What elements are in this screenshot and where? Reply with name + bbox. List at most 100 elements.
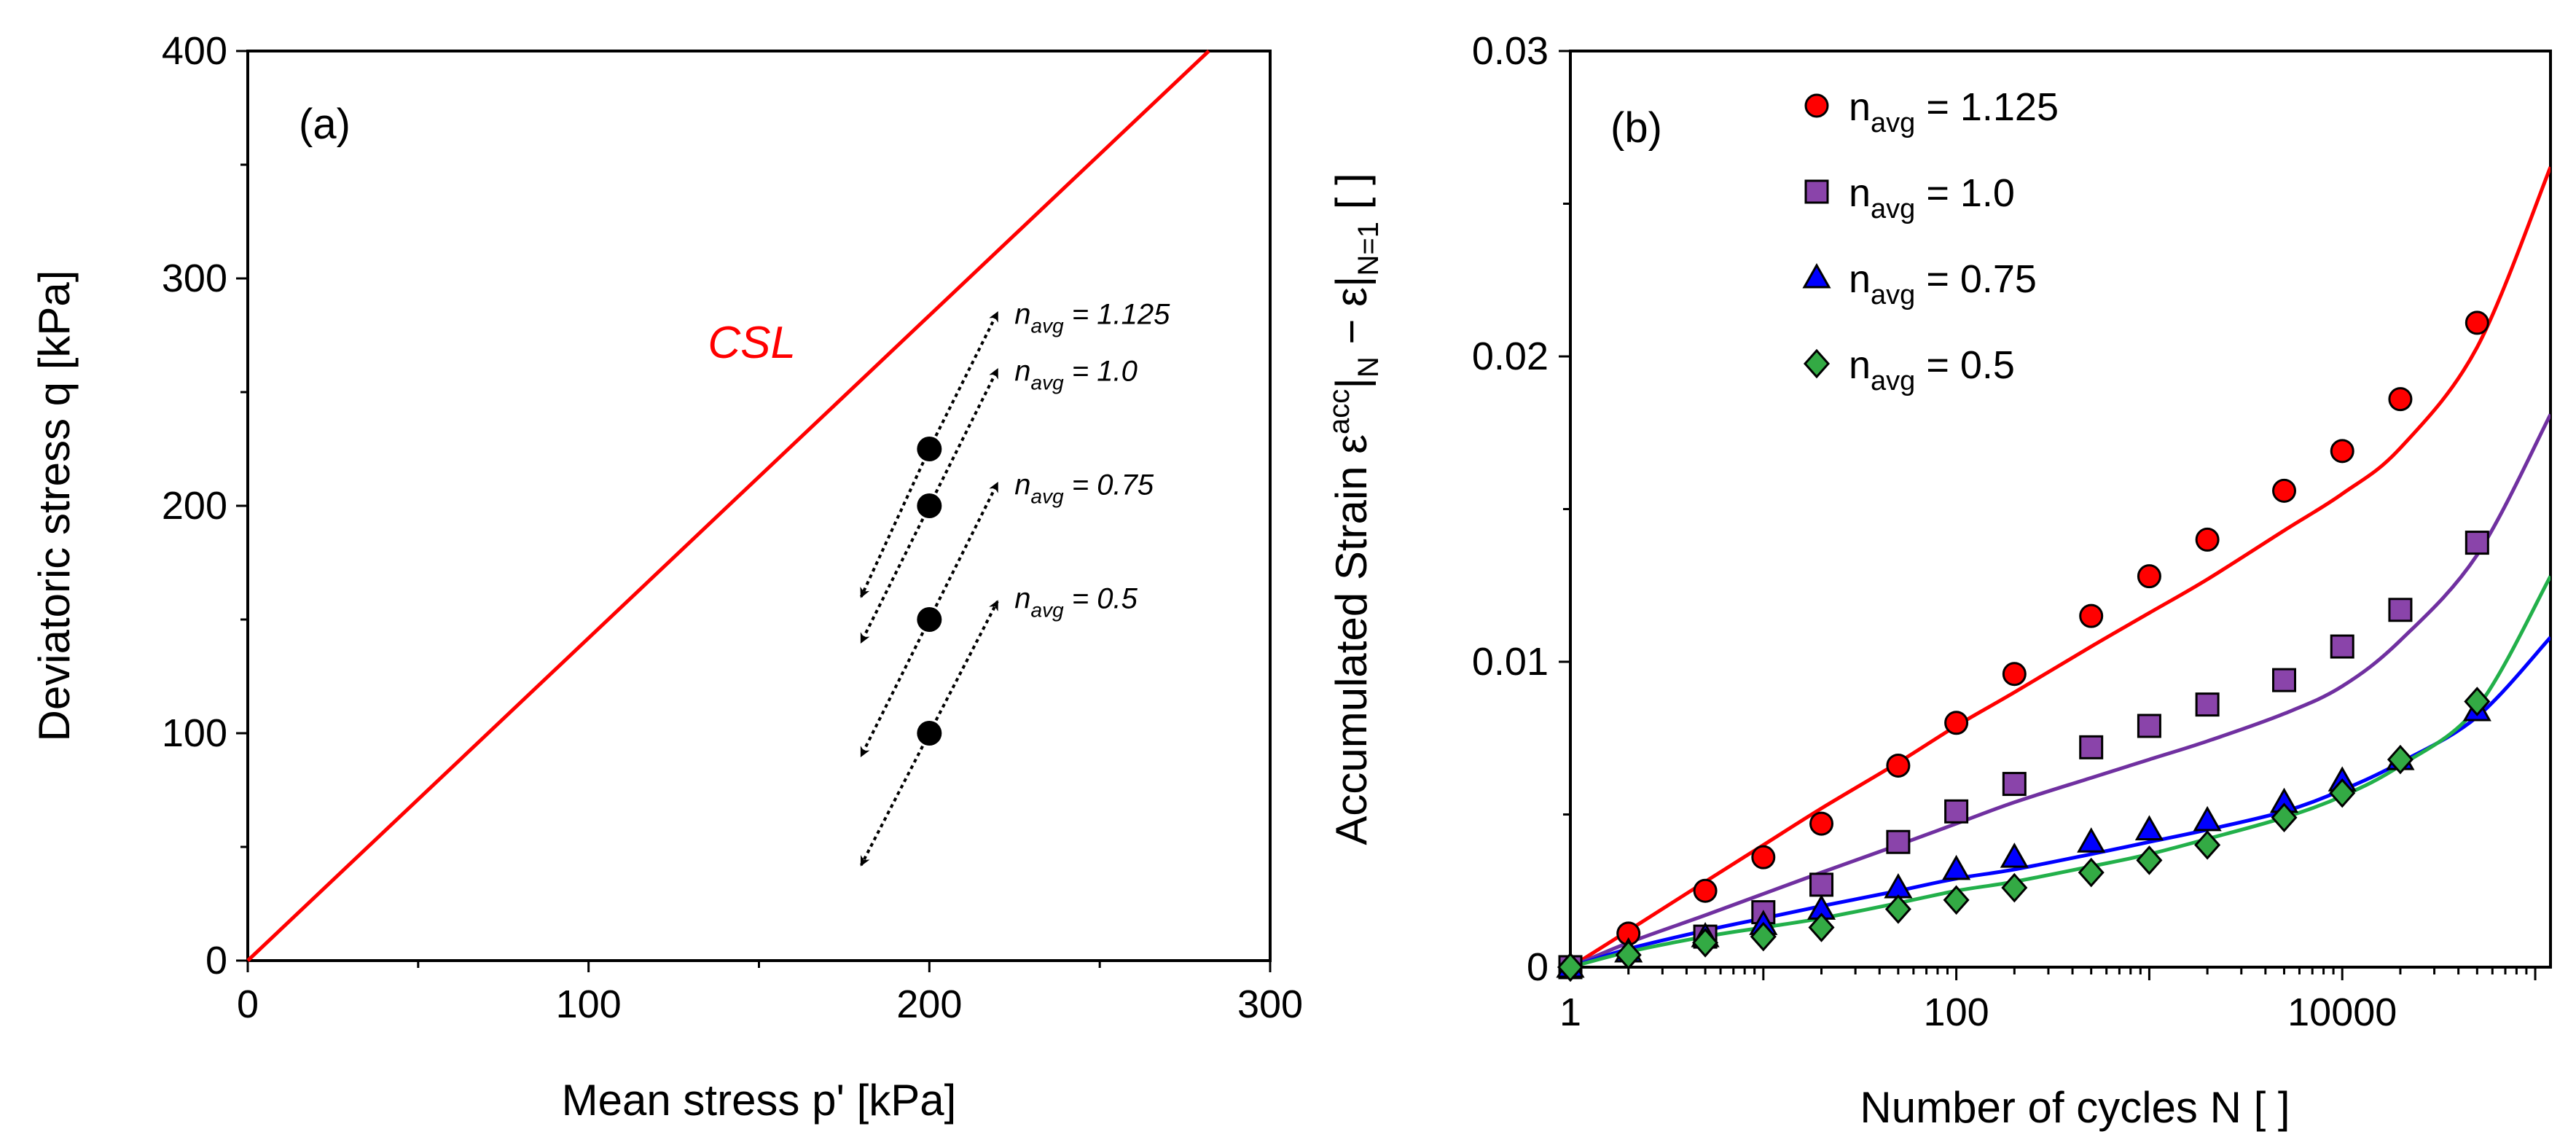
data-point — [1557, 952, 1584, 982]
x-axis-label: Mean stress p' [kPa] — [562, 1076, 957, 1125]
stress-path: navg = 1.0 — [860, 355, 1138, 644]
loading-arrow — [928, 368, 999, 507]
panel-a-frame — [246, 50, 1272, 962]
y-tick-label: 0 — [205, 939, 227, 982]
data-point — [1750, 921, 1777, 952]
n-label-sub: avg — [1031, 598, 1065, 621]
y-axis-label: Deviatoric stress q [kPa] — [30, 270, 79, 742]
y-axis-label: Accumulated Strain εacc|N − ε|N=1 [ ] — [1323, 173, 1385, 845]
data-point — [2465, 310, 2489, 335]
data-point — [1809, 872, 1834, 897]
legend-n-sub: avg — [1871, 280, 1915, 310]
data-point — [2078, 857, 2105, 888]
legend-n: n — [1849, 85, 1871, 129]
data-point — [2079, 603, 2104, 628]
x-tick-label: 200 — [896, 982, 962, 1026]
data-point — [2464, 687, 2491, 716]
data-point — [2272, 478, 2297, 503]
data-point — [1809, 811, 1834, 836]
stress-point — [917, 437, 942, 461]
n-label-value: = 1.125 — [1064, 298, 1170, 330]
data-point — [2136, 845, 2163, 875]
data-point — [1804, 93, 1829, 118]
n-label-value: = 1.0 — [1064, 355, 1138, 387]
panel-a: 0 100 200 300 0 100 200 300 400 Mean stress p' [k… — [30, 29, 1303, 1125]
fit-curve — [1570, 636, 2550, 967]
y-tick-label: 0.01 — [1472, 640, 1549, 684]
x-tick-label: 10000 — [2287, 990, 2397, 1034]
loading-arrow — [928, 482, 999, 620]
data-point — [2330, 439, 2354, 464]
n-label: n — [1014, 355, 1030, 387]
data-point — [2001, 872, 2028, 903]
loading-arrow — [928, 600, 999, 734]
data-point — [2134, 815, 2164, 840]
data-point — [1943, 885, 1970, 915]
y-tick-label: 0.02 — [1472, 335, 1549, 378]
unloading-arrow — [860, 732, 931, 867]
data-point — [1944, 711, 1969, 735]
stress-point — [917, 493, 942, 518]
n-label-value: = 0.5 — [1064, 582, 1138, 614]
legend-value: = 0.75 — [1915, 257, 2037, 301]
x-tick-label: 100 — [1924, 990, 1989, 1034]
data-point — [2194, 830, 2221, 860]
panel-label: (a) — [299, 101, 351, 148]
stress-path: navg = 0.5 — [860, 582, 1138, 867]
data-point — [2272, 668, 2297, 692]
csl-line — [246, 50, 1210, 962]
y-label-sup: acc — [1323, 389, 1355, 434]
stress-point — [917, 607, 942, 632]
data-point — [1808, 913, 1835, 942]
legend-n-sub: avg — [1871, 194, 1915, 224]
data-point — [1693, 878, 1718, 903]
series-points-1 — [1558, 310, 2489, 980]
data-point — [2388, 387, 2413, 412]
series-2 — [1570, 413, 2550, 967]
data-point — [2330, 634, 2354, 659]
legend-n-sub: avg — [1871, 366, 1915, 396]
panel-label: (b) — [1610, 104, 1662, 152]
series-3 — [1570, 636, 2550, 967]
data-point — [1884, 873, 1913, 899]
x-tick-label: 1 — [1559, 990, 1581, 1034]
data-point — [2329, 778, 2356, 808]
n-label-sub: avg — [1031, 485, 1065, 507]
n-avg-label: navg = 1.0 — [1014, 355, 1138, 394]
y-label-bar: | — [1327, 378, 1376, 389]
legend-entry: navg = 0.75 — [1849, 257, 2037, 310]
fit-curve — [1570, 166, 2550, 967]
legend-value: = 1.125 — [1915, 85, 2059, 129]
data-point — [2079, 735, 2104, 759]
data-point — [1751, 845, 1776, 870]
x-tick-label: 100 — [556, 982, 622, 1026]
y-label-sub-n1: N=1 — [1352, 222, 1385, 276]
x-axis-label: Number of cycles N [ ] — [1860, 1083, 2290, 1132]
data-point — [2002, 772, 2027, 797]
x-tick-label: 0 — [237, 982, 259, 1026]
legend-n: n — [1849, 171, 1871, 215]
data-point — [2137, 714, 2161, 738]
data-point — [1942, 854, 1971, 880]
data-point — [1944, 799, 1969, 824]
y-label-unit: [ ] — [1327, 173, 1376, 222]
data-point — [2387, 744, 2413, 775]
x-tick-label: 300 — [1237, 982, 1303, 1026]
data-point — [1803, 348, 1831, 379]
unloading-arrow — [860, 619, 931, 757]
y-label-sub-n: N — [1352, 356, 1385, 378]
data-point — [2195, 527, 2220, 552]
n-label: n — [1014, 298, 1030, 330]
y-tick-label: 0.03 — [1472, 29, 1549, 73]
y-tick-label: 400 — [162, 29, 227, 73]
legend-value: = 0.5 — [1915, 343, 2015, 387]
series-1 — [1570, 166, 2550, 967]
n-avg-label: navg = 0.5 — [1014, 582, 1138, 621]
unloading-arrow — [859, 448, 931, 598]
n-label-sub: avg — [1031, 314, 1065, 337]
data-point — [2193, 805, 2222, 832]
legend-entry: navg = 0.5 — [1849, 343, 2015, 396]
y-tick-label: 100 — [162, 711, 227, 755]
n-label-sub: avg — [1031, 371, 1065, 394]
